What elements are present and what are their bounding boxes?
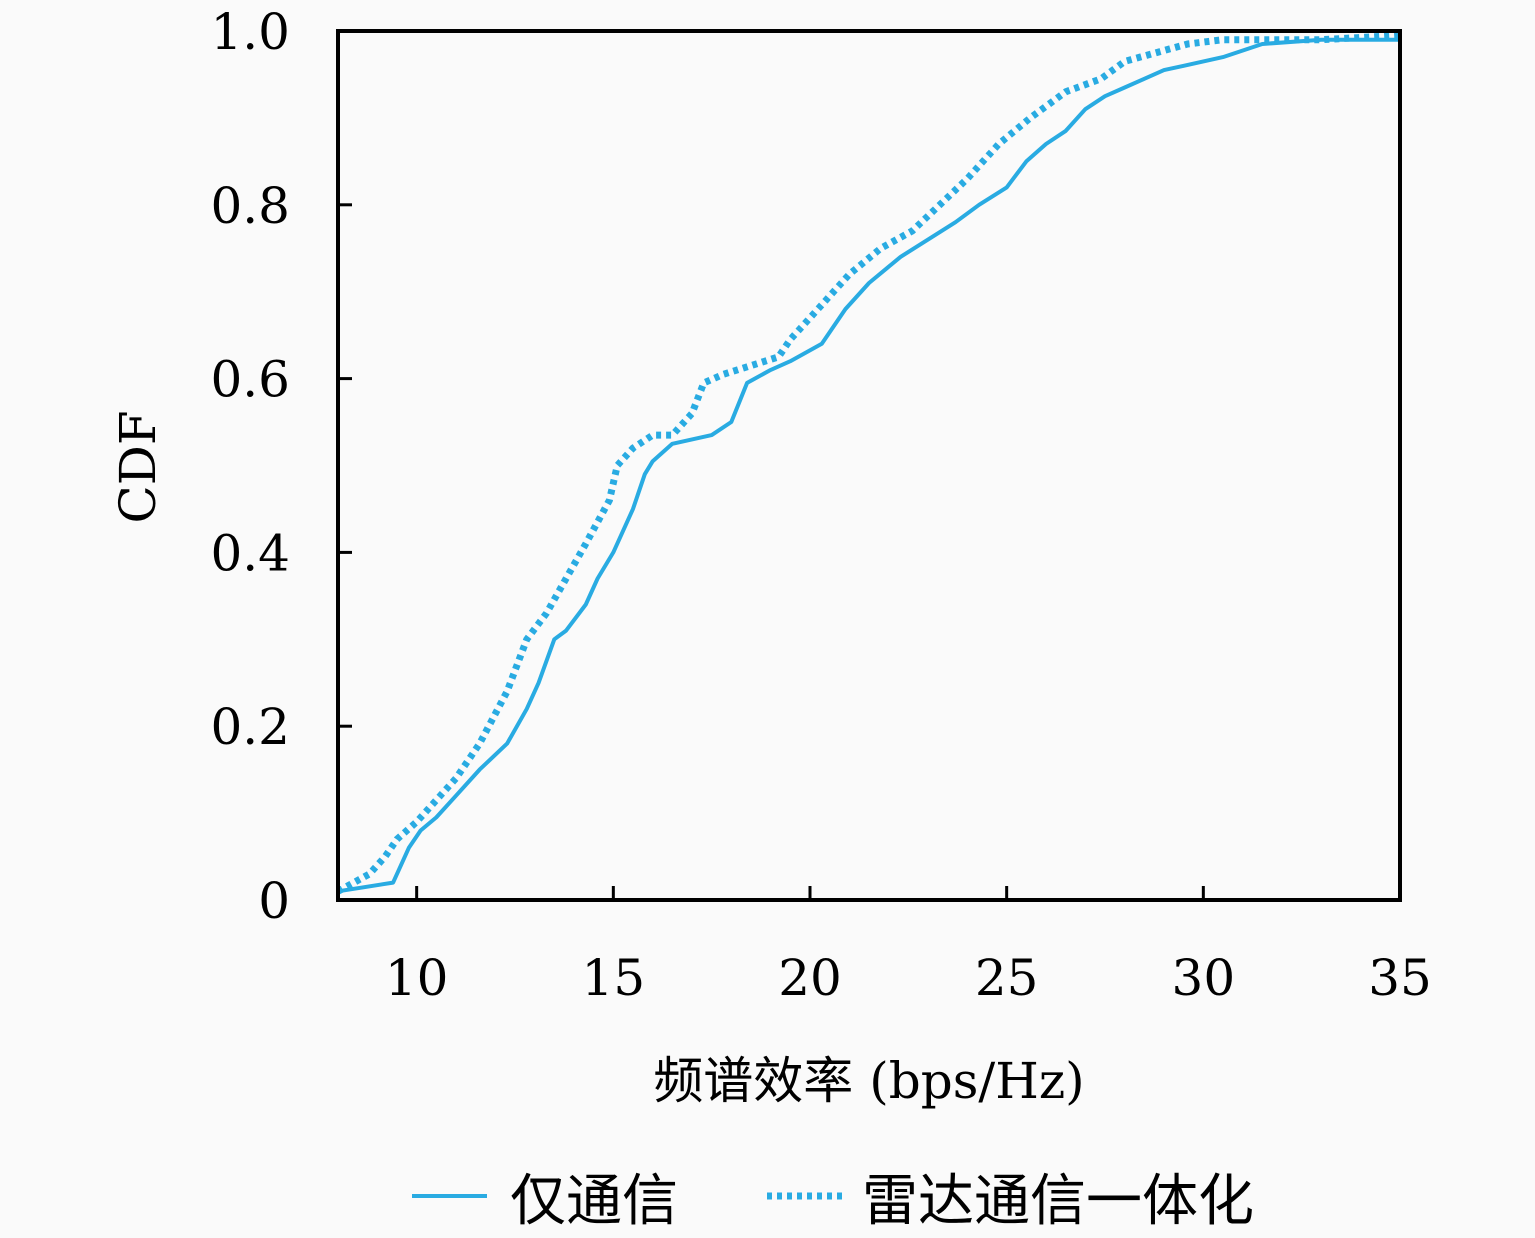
y-tick-label: 0.2 (210, 698, 290, 756)
plot-frame (336, 29, 1402, 902)
y-tick-label: 1.0 (210, 3, 290, 61)
x-tick-label: 30 (1172, 949, 1236, 1007)
y-axis-label: CDF (109, 410, 167, 523)
legend-label-comm-only: 仅通信 (510, 1169, 678, 1233)
y-tick-label: 0 (258, 872, 290, 930)
y-tick-label: 0.8 (210, 177, 290, 235)
y-tick-label: 0.4 (210, 524, 290, 582)
x-tick-label: 35 (1368, 949, 1432, 1007)
legend-label-radar-comm: 雷达通信一体化 (862, 1169, 1254, 1233)
x-tick-label: 15 (582, 949, 646, 1007)
x-tick-label: 25 (975, 949, 1039, 1007)
x-tick-label: 20 (778, 949, 842, 1007)
legend: 仅通信 雷达通信一体化 (412, 1169, 1254, 1234)
x-axis-label: 频谱效率 (bps/Hz) (653, 1052, 1084, 1110)
series-line-1 (336, 31, 1401, 895)
x-tick-label: 10 (385, 949, 449, 1007)
series-line-0 (337, 37, 1400, 894)
y-tick-label: 0.6 (210, 351, 290, 409)
